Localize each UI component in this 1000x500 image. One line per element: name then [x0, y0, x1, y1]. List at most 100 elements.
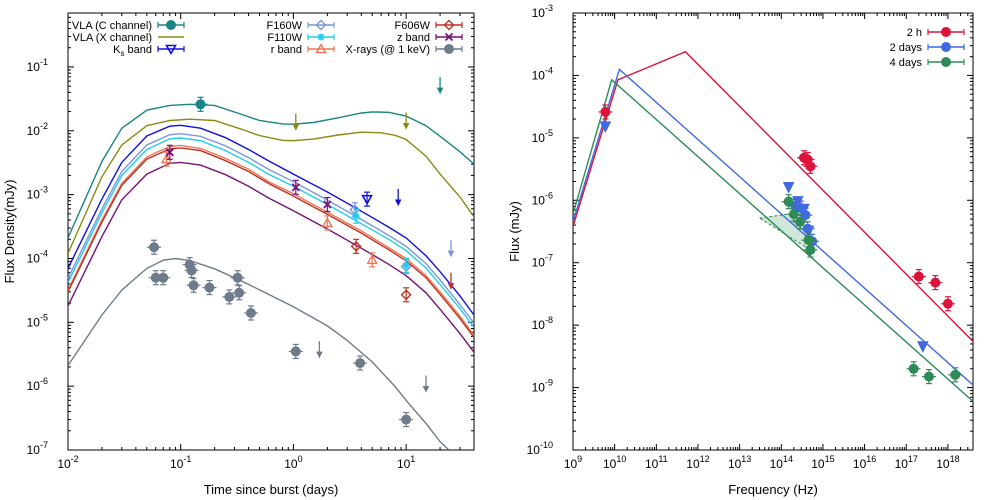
legend-label-z-band: z band: [397, 32, 430, 44]
data-point-2-h: [930, 277, 941, 288]
legend-marker-f110w: [317, 33, 325, 41]
data-point-z-band: [323, 200, 332, 209]
legend-marker-2-h: [941, 27, 951, 37]
legend-marker-f606w: [443, 19, 455, 31]
model-curve-4-days: [573, 78, 973, 402]
left-x-axis-title: Time since burst (days): [204, 482, 339, 497]
data-point-4-days: [805, 244, 816, 255]
model-curve-f606w: [68, 147, 474, 338]
data-point-4-days: [794, 216, 805, 227]
upper-limit-arrowhead: [292, 124, 300, 131]
left-legend: VLA (C channel)VLA (X channel)Ks band F16…: [72, 19, 463, 58]
data-point-r-band: [321, 217, 334, 228]
left-panel-light-curves: 10-2 10-1 100 101 10-7 10-6 10-5 10-4 10-3 10-2 10…: [2, 12, 475, 497]
upper-limit-arrowhead: [436, 87, 444, 95]
legend-marker-f160w: [315, 19, 327, 31]
y-tick-label: 10-5: [532, 128, 553, 145]
y-tick-label: 10-8: [532, 315, 553, 332]
model-curve-f160w: [68, 132, 474, 324]
data-point-x-rays-1-kev-: [224, 291, 235, 302]
x-tick-label: 109: [564, 454, 582, 471]
right-y-axis-title: Flux (mJy): [507, 201, 522, 262]
data-point-2-h: [805, 161, 816, 172]
data-point-z-band: [291, 183, 300, 192]
legend-label-2-h: 2 h: [907, 27, 922, 39]
model-curve-k-s-band: [68, 124, 474, 316]
y-tick-label: 10-2: [27, 121, 48, 138]
data-point-4-days: [950, 369, 961, 380]
legend-marker-r-band: [315, 43, 327, 54]
upper-limit-2-days: [802, 225, 815, 238]
legend-label-vla-x-channel-: VLA (X channel): [73, 32, 153, 44]
legend-marker-2-days: [941, 42, 951, 52]
x-tick-label: 10-1: [170, 454, 191, 471]
y-tick-label: 10-7: [532, 253, 553, 270]
upper-limit-2-days: [599, 121, 612, 133]
right-plot-frame: [572, 12, 974, 451]
data-point-vla-c-channel-: [195, 99, 206, 110]
right-panel-sed: 109 1010 1011 1012 1013 1014 1015 1016 1017 1018 1…: [507, 3, 974, 497]
legend-label-2-days: 2 days: [890, 42, 923, 54]
x-tick-label: 1016: [853, 454, 876, 471]
y-tick-label: 10-4: [27, 248, 48, 265]
y-tick-label: 10-6: [27, 376, 48, 393]
data-point-x-rays-1-kev-: [234, 287, 245, 298]
x-tick-label: 1010: [603, 454, 626, 471]
data-point-f110w: [402, 261, 410, 269]
data-point-f606w: [350, 240, 362, 252]
x-tick-label: 100: [284, 454, 302, 471]
legend-label-vla-c-channel-: VLA (C channel): [72, 20, 152, 32]
data-point-r-band: [160, 153, 173, 164]
data-point-x-rays-1-kev-: [232, 272, 243, 283]
data-point-4-days: [783, 196, 794, 207]
right-legend: 2 h 2 days 4 days: [890, 27, 965, 69]
x-tick-label: 10-2: [57, 454, 78, 471]
data-point-x-rays-1-kev-: [188, 280, 199, 291]
legend-marker-4-days: [941, 57, 951, 67]
model-curve-2-days: [573, 68, 973, 386]
y-tick-label: 10-7: [27, 440, 48, 457]
upper-limit-2-days: [917, 341, 929, 353]
model-curve-r-band: [68, 144, 474, 336]
y-tick-label: 10-10: [527, 440, 553, 457]
model-curve-vla-x-channel-: [68, 118, 474, 254]
y-tick-label: 10-3: [532, 3, 553, 20]
y-tick-label: 10-4: [532, 65, 553, 82]
legend-marker-k-s-band: [165, 44, 177, 56]
legend-marker-x-rays-1-kev-: [444, 44, 454, 54]
data-point-4-days: [923, 371, 934, 382]
model-curve-x-rays-1-kev-: [68, 257, 450, 450]
data-point-x-rays-1-kev-: [355, 358, 366, 369]
legend-label-r-band: r band: [271, 44, 302, 56]
data-point-z-band: [165, 148, 174, 157]
legend-label-x-rays-1-kev-: X-rays (@ 1 keV): [345, 44, 430, 56]
left-plot-frame: [67, 12, 475, 451]
data-point-x-rays-1-kev-: [290, 346, 301, 357]
upper-limit-arrowhead: [316, 351, 323, 359]
legend-label-f160w: F160W: [267, 20, 303, 32]
data-point-x-rays-1-kev-: [149, 242, 160, 253]
left-y-axis-title: Flux Density(mJy): [2, 179, 17, 283]
x-tick-label: 1018: [936, 454, 959, 471]
data-point-x-rays-1-kev-: [204, 282, 215, 293]
legend-label-k-s-band: Ks band: [113, 44, 152, 58]
legend-label-f110w: F110W: [267, 32, 302, 44]
upper-limit-arrowhead: [422, 386, 430, 393]
y-tick-label: 10-6: [532, 190, 553, 207]
data-point-2-h: [913, 271, 924, 282]
upper-limit-2-days: [798, 203, 810, 216]
model-curve-f110w: [68, 137, 474, 328]
x-tick-label: 1013: [728, 454, 751, 471]
data-point-2-h: [942, 298, 953, 309]
upper-limit-arrowhead: [402, 122, 410, 130]
data-point-r-band: [366, 253, 378, 265]
y-tick-label: 10-9: [532, 378, 553, 395]
x-tick-label: 1014: [770, 454, 793, 471]
right-x-axis-title: Frequency (Hz): [728, 482, 818, 497]
legend-label-4-days: 4 days: [890, 57, 923, 69]
x-tick-label: 1015: [811, 454, 834, 471]
data-point-f110w: [352, 212, 360, 220]
left-ticks: [67, 12, 475, 451]
model-curve-2-h: [573, 50, 973, 342]
